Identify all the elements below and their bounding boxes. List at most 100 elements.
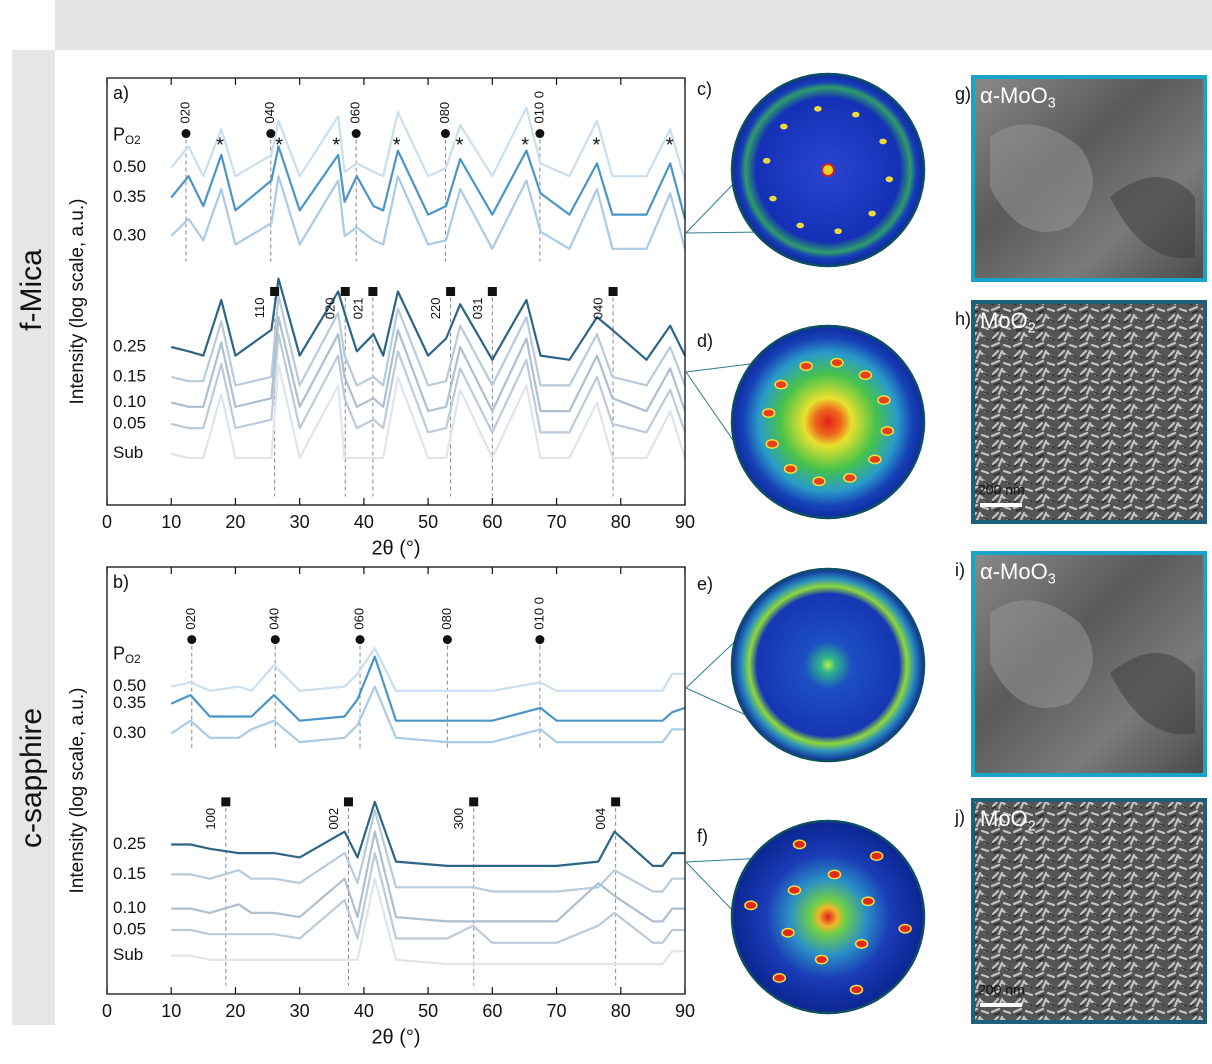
reflection-marker: [446, 287, 455, 296]
phase-label: α-MoO3: [980, 83, 1056, 112]
panel-label: d): [697, 331, 713, 351]
x-axis-label: 2θ (°): [371, 537, 420, 559]
pole-spot: [881, 427, 893, 435]
substrate-peak: *: [521, 135, 529, 157]
phase-label-main: MoO: [980, 806, 1028, 831]
x-tick-label: 90: [675, 1001, 695, 1021]
pole-spot: [773, 974, 785, 982]
x-tick-label: 0: [102, 1001, 112, 1021]
x-tick-label: 50: [418, 512, 438, 532]
pole-spot: [785, 465, 797, 473]
xrd-trace: [171, 648, 685, 691]
pole-spot: [835, 229, 841, 233]
pole-spot: [770, 196, 776, 200]
reflection-marker: [535, 129, 544, 138]
reflection-marker: [356, 635, 365, 644]
reflection-label: 031: [470, 298, 485, 320]
phase-label-main: α-MoO: [980, 559, 1048, 584]
pole-spot: [869, 455, 881, 463]
panel-label: h): [955, 309, 971, 329]
pole-spot: [831, 358, 843, 366]
pole-spot: [766, 440, 778, 448]
y-axis-label: Intensity (log scale, a.u.): [67, 688, 88, 894]
series-name: 0.30: [113, 723, 146, 742]
phase-label: MoO2: [980, 806, 1036, 835]
figure: f-Mica c-sapphire 0.50 0.35 0.30 0.25 0.15 0.…: [0, 0, 1212, 1064]
series-name: 0.50: [113, 157, 146, 176]
reflection-label: 002: [326, 808, 341, 830]
reflection-marker: [611, 797, 620, 806]
pole-spot: [862, 897, 874, 905]
reflection-label: 010 0: [531, 597, 546, 630]
reflection-label: 040: [262, 102, 277, 124]
x-tick-label: 70: [547, 1001, 567, 1021]
phase-label-main: α-MoO: [980, 83, 1048, 108]
phase-label-sub: 2: [1028, 320, 1036, 336]
substrate-peak: *: [592, 135, 600, 157]
phase-label-sub: 3: [1048, 95, 1056, 111]
reflection-marker: [609, 287, 618, 296]
series-name: 0.15: [113, 864, 146, 883]
series-name: 0.10: [113, 898, 146, 917]
pole-spot: [782, 928, 794, 936]
panel-label: j): [954, 807, 965, 827]
pole-spot: [794, 840, 806, 848]
scale-bar-label: 200 nm: [978, 982, 1025, 998]
row-label: c-sapphire: [15, 708, 48, 848]
pole-spot: [869, 211, 875, 215]
phase-label: MoO2: [980, 308, 1036, 337]
series-name: 0.25: [113, 834, 146, 853]
panel-label: e): [697, 574, 713, 594]
pole-spot: [844, 474, 856, 482]
pole-center: [822, 164, 834, 176]
reflection-label: 020: [183, 608, 198, 630]
reflection-label: 080: [437, 102, 452, 124]
reflection-label: 080: [439, 608, 454, 630]
pole-spot: [797, 223, 803, 227]
reflection-label: 040: [267, 608, 282, 630]
scale-bar-label: 200 nm: [978, 482, 1025, 498]
series-name: 0.35: [113, 693, 146, 712]
reflection-label: 021: [350, 298, 365, 320]
x-tick-label: 20: [225, 1001, 245, 1021]
legend-title: PO2: [113, 124, 141, 147]
x-tick-label: 30: [290, 1001, 310, 1021]
reflection-marker: [535, 635, 544, 644]
x-tick-label: 90: [675, 512, 695, 532]
pole-spot: [850, 985, 862, 993]
panel-label: a): [113, 83, 129, 103]
reflection-label: 004: [593, 808, 608, 830]
pole-spot: [775, 380, 787, 388]
row-label: f-Mica: [15, 249, 48, 331]
panel-label: f): [697, 826, 708, 846]
pole-spot: [763, 409, 775, 417]
pole-spot: [828, 870, 840, 878]
series-name: 0.25: [113, 336, 146, 355]
pole-figure: [732, 569, 924, 761]
series-name: 0.35: [113, 187, 146, 206]
reflection-marker: [469, 797, 478, 806]
legend-title-main: P: [113, 124, 125, 144]
reflection-label: 040: [591, 298, 606, 320]
pole-spot: [800, 362, 812, 370]
legend-title-sub: O2: [125, 134, 141, 147]
x-tick-label: 0: [102, 512, 112, 532]
xrd-trace: [171, 108, 685, 181]
x-tick-label: 40: [354, 1001, 374, 1021]
pole-spot: [813, 477, 825, 485]
x-tick-label: 10: [161, 1001, 181, 1021]
x-tick-label: 60: [482, 1001, 502, 1021]
pole-spot: [856, 940, 868, 948]
pole-spot: [871, 852, 883, 860]
substrate-peak: *: [216, 135, 224, 157]
pole-spot: [745, 901, 757, 909]
pole-spot: [764, 159, 770, 163]
side-band: [12, 50, 55, 1025]
pole-spot: [899, 924, 911, 932]
reflection-marker: [368, 287, 377, 296]
x-tick-label: 40: [354, 512, 374, 532]
series-name: 0.15: [113, 366, 146, 385]
substrate-peak: *: [666, 135, 674, 157]
reflection-marker: [344, 797, 353, 806]
x-tick-label: 60: [482, 512, 502, 532]
